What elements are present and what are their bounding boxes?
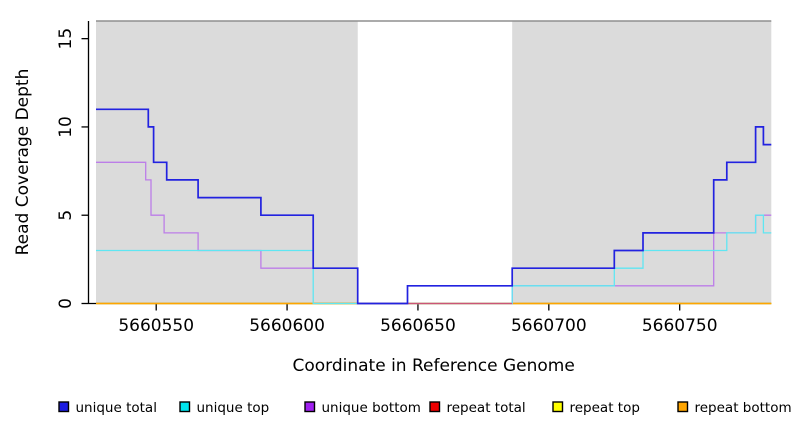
legend-swatch-unique-top — [179, 401, 191, 413]
legend: unique total unique top unique bottom repea… — [58, 400, 792, 416]
legend-swatch-repeat-bottom — [677, 401, 689, 413]
x-tick-label: 5660700 — [511, 316, 587, 336]
y-tick-label: 0 — [56, 298, 76, 309]
legend-item-repeat-top: repeat top — [552, 400, 640, 416]
y-tick-label: 15 — [56, 28, 76, 50]
legend-swatch-repeat-total — [429, 401, 441, 413]
y-tick-label: 5 — [56, 210, 76, 221]
x-tick-label: 5660550 — [118, 316, 194, 336]
legend-swatch-repeat-top — [552, 401, 564, 413]
legend-item-repeat-total: repeat total — [429, 400, 526, 416]
legend-item-repeat-bottom: repeat bottom — [677, 400, 792, 416]
legend-swatch-unique-bottom — [304, 401, 316, 413]
series-unique-total — [96, 108, 772, 305]
x-axis-title: Coordinate in Reference Genome — [292, 356, 574, 376]
legend-label: repeat total — [447, 400, 526, 416]
legend-label: unique total — [76, 400, 157, 416]
x-tick-label: 5660650 — [380, 316, 456, 336]
x-tick-label: 5660600 — [249, 316, 325, 336]
legend-item-unique-total: unique total — [58, 400, 157, 416]
series-unique-bottom — [96, 161, 772, 305]
legend-swatch-unique-total — [58, 401, 70, 413]
legend-item-unique-bottom: unique bottom — [304, 400, 421, 416]
y-axis-title: Read Coverage Depth — [13, 69, 33, 256]
legend-label: unique top — [197, 400, 270, 416]
legend-label: repeat top — [570, 400, 640, 416]
legend-item-unique-top: unique top — [179, 400, 270, 416]
x-tick-label: 5660750 — [642, 316, 718, 336]
legend-label: unique bottom — [322, 400, 421, 416]
legend-label: repeat bottom — [695, 400, 792, 416]
y-tick-label: 10 — [56, 116, 76, 138]
